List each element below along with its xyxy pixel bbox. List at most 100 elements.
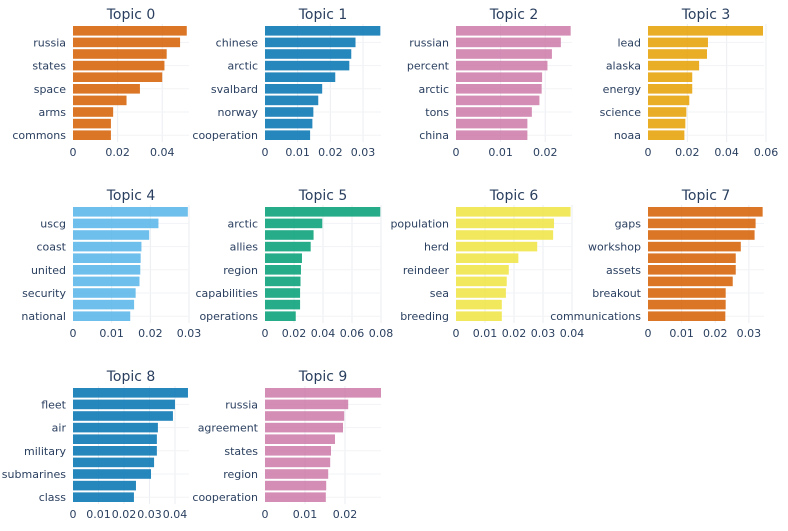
bar[interactable] <box>456 49 552 59</box>
bar[interactable] <box>73 118 111 129</box>
bar[interactable] <box>73 230 150 240</box>
bar[interactable] <box>265 276 301 287</box>
bar[interactable] <box>265 265 301 275</box>
bar[interactable] <box>73 95 127 106</box>
bar[interactable] <box>265 492 326 502</box>
bar[interactable] <box>265 26 381 36</box>
bar[interactable] <box>456 276 507 287</box>
bar[interactable] <box>456 241 538 252</box>
bar[interactable] <box>648 107 687 117</box>
bar[interactable] <box>456 207 571 217</box>
bar[interactable] <box>265 218 323 229</box>
bar[interactable] <box>648 311 726 321</box>
bar[interactable] <box>456 265 509 275</box>
bar[interactable] <box>648 130 685 140</box>
bar[interactable] <box>73 84 140 94</box>
bar[interactable] <box>648 288 726 298</box>
bar[interactable] <box>73 49 167 59</box>
bar[interactable] <box>648 72 693 82</box>
bar[interactable] <box>73 434 157 444</box>
bar[interactable] <box>73 72 163 82</box>
bar[interactable] <box>456 311 502 321</box>
bar[interactable] <box>648 299 726 310</box>
bar[interactable] <box>73 207 188 217</box>
bar[interactable] <box>73 265 141 275</box>
bar[interactable] <box>73 388 188 398</box>
bar[interactable] <box>73 469 152 479</box>
bar[interactable] <box>73 492 134 502</box>
bar[interactable] <box>265 299 301 310</box>
bar[interactable] <box>456 288 506 298</box>
bar[interactable] <box>265 434 335 444</box>
bar[interactable] <box>456 218 555 229</box>
bar[interactable] <box>456 253 519 263</box>
bar[interactable] <box>265 60 350 71</box>
bar[interactable] <box>73 37 181 48</box>
bar[interactable] <box>73 411 173 421</box>
bar[interactable] <box>265 84 323 94</box>
bar[interactable] <box>73 422 158 433</box>
bar[interactable] <box>265 207 381 217</box>
bar[interactable] <box>265 469 329 479</box>
bar[interactable] <box>73 60 165 71</box>
bar[interactable] <box>456 37 561 48</box>
bar[interactable] <box>73 276 140 287</box>
bar[interactable] <box>73 446 157 456</box>
bar[interactable] <box>73 399 175 410</box>
bar[interactable] <box>265 49 352 59</box>
bar[interactable] <box>648 253 736 263</box>
bar[interactable] <box>265 388 381 398</box>
bar[interactable] <box>265 288 301 298</box>
bar[interactable] <box>73 241 142 252</box>
bar[interactable] <box>456 107 532 117</box>
bar[interactable] <box>265 107 314 117</box>
bar[interactable] <box>456 72 543 82</box>
bar[interactable] <box>73 218 159 229</box>
bar[interactable] <box>648 276 733 287</box>
bar[interactable] <box>73 311 131 321</box>
bar[interactable] <box>73 107 114 117</box>
bar[interactable] <box>648 218 756 229</box>
bar[interactable] <box>73 480 136 491</box>
bar[interactable] <box>265 118 313 129</box>
bar[interactable] <box>456 60 548 71</box>
bar[interactable] <box>265 411 345 421</box>
bar[interactable] <box>648 84 693 94</box>
bar[interactable] <box>265 253 302 263</box>
bar[interactable] <box>265 446 331 456</box>
bar[interactable] <box>456 118 528 129</box>
bar[interactable] <box>648 60 700 71</box>
bar[interactable] <box>265 311 296 321</box>
bar[interactable] <box>265 399 349 410</box>
bar[interactable] <box>456 95 540 106</box>
bar[interactable] <box>265 241 311 252</box>
bar[interactable] <box>456 84 542 94</box>
bar[interactable] <box>265 130 311 140</box>
bar[interactable] <box>648 230 755 240</box>
bar[interactable] <box>265 95 319 106</box>
bar[interactable] <box>265 37 356 48</box>
bar[interactable] <box>73 457 155 468</box>
bar[interactable] <box>73 299 135 310</box>
bar[interactable] <box>265 457 331 468</box>
bar[interactable] <box>648 37 708 48</box>
bar[interactable] <box>265 422 343 433</box>
bar[interactable] <box>648 49 707 59</box>
bar[interactable] <box>456 130 528 140</box>
bar[interactable] <box>265 230 314 240</box>
bar[interactable] <box>265 480 327 491</box>
bar[interactable] <box>456 230 554 240</box>
bar[interactable] <box>73 288 136 298</box>
bar[interactable] <box>456 26 571 36</box>
bar[interactable] <box>648 118 686 129</box>
bar[interactable] <box>648 265 736 275</box>
bar[interactable] <box>73 130 111 140</box>
bar[interactable] <box>265 72 336 82</box>
bar[interactable] <box>73 253 141 263</box>
bar[interactable] <box>456 299 502 310</box>
bar[interactable] <box>648 241 741 252</box>
bar[interactable] <box>648 207 763 217</box>
bar[interactable] <box>73 26 187 36</box>
bar[interactable] <box>648 95 690 106</box>
bar[interactable] <box>648 26 764 36</box>
